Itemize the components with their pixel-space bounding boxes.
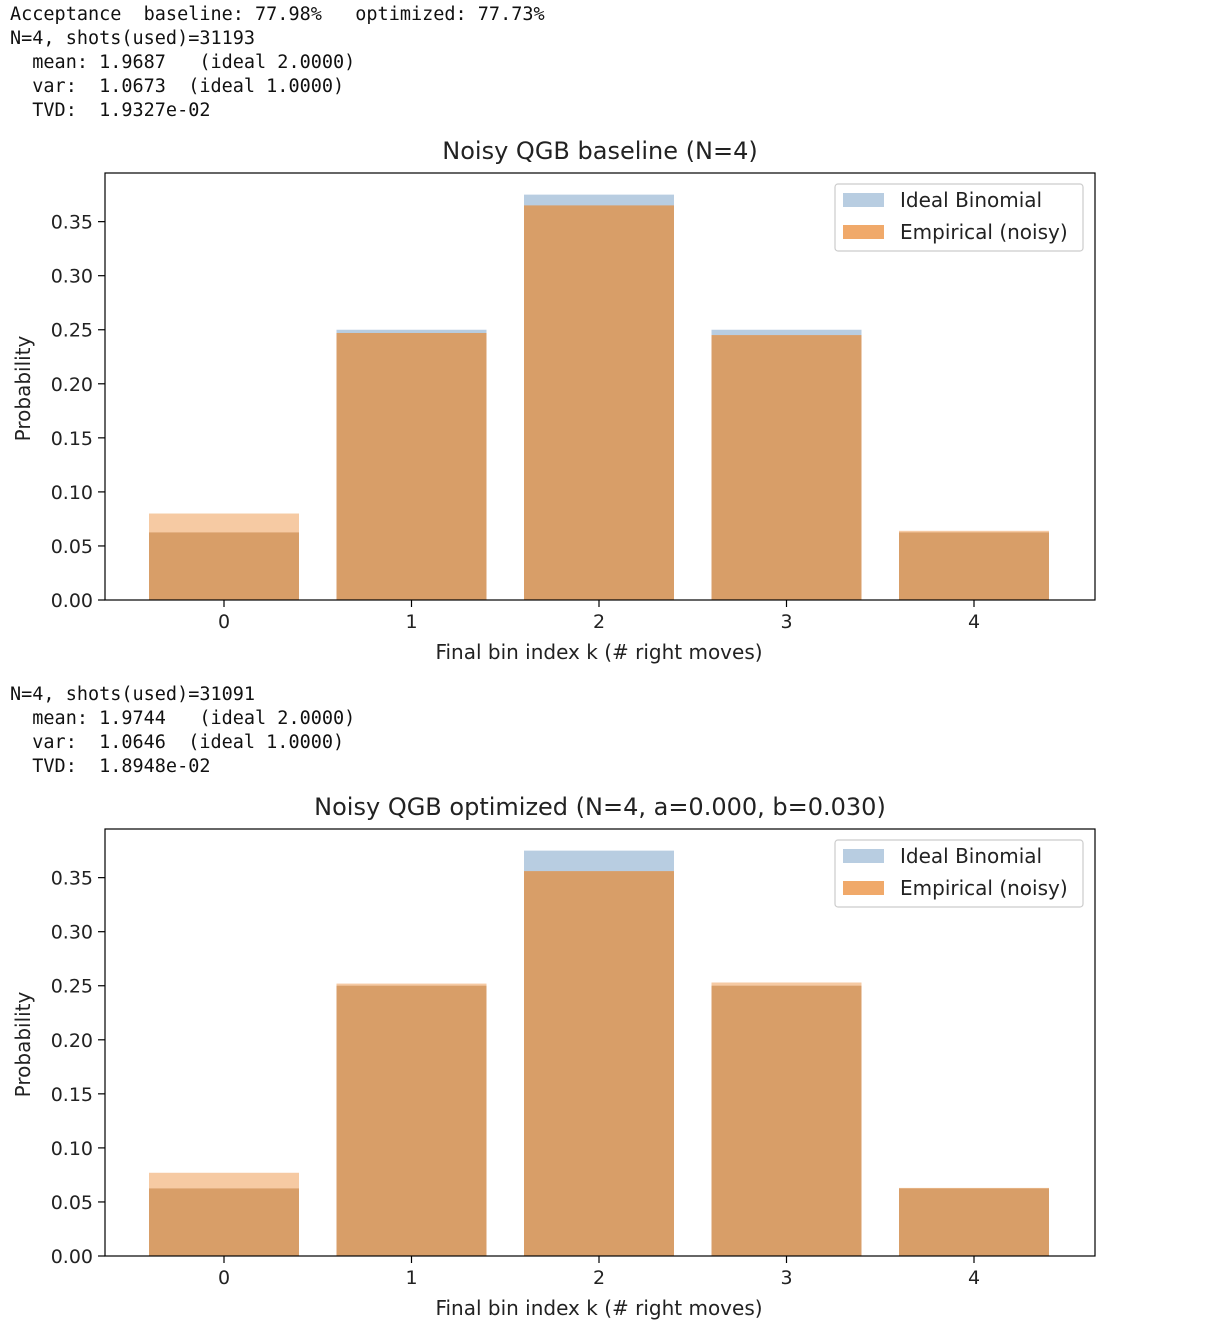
bar-overlap-2 [524,871,674,1256]
legend-label-empirical: Empirical (noisy) [900,876,1068,900]
tvd-line: TVD: 1.9327e-02 [10,100,211,121]
console-output-top: Acceptance baseline: 77.98% optimized: 7… [10,3,545,123]
y-tick-label: 0.10 [51,1138,93,1160]
mean-line: mean: 1.9687 (ideal 2.0000) [10,52,356,73]
x-tick-label: 1 [405,611,417,633]
legend-box [834,839,1084,908]
shots-line: N=4, shots(used)=31193 [10,28,256,49]
y-axis-label: Probability [11,991,35,1097]
x-axis-label: Final bin index k (# right moves) [435,640,762,664]
shots-line: N=4, shots(used)=31091 [10,684,256,705]
legend-label-ideal: Ideal Binomial [900,844,1042,868]
baseline-chart: Noisy QGB baseline (N=4) 0.00 0.05 0.10 0.15… [11,137,1096,664]
legend-label-ideal: Ideal Binomial [900,188,1042,212]
y-tick-label: 0.15 [51,1084,93,1106]
x-tick-label: 3 [780,1267,792,1289]
tvd-line: TVD: 1.8948e-02 [10,756,211,777]
y-tick-label: 0.25 [51,976,93,998]
y-tick-label: 0.10 [51,482,93,504]
optimized-chart: Noisy QGB optimized (N=4, a=0.000, b=0.0… [11,793,1096,1320]
legend-label-empirical: Empirical (noisy) [900,220,1068,244]
y-tick-label: 0.25 [51,320,93,342]
x-tick-label: 2 [593,1267,605,1289]
legend-box [834,183,1084,252]
y-tick-label: 0.00 [51,1246,93,1268]
plot-frame [104,828,1096,1257]
x-tick-label: 2 [593,611,605,633]
bar-overlap-0 [149,532,299,600]
y-tick-label: 0.35 [51,868,93,890]
bar-overlap-1 [336,332,487,600]
var-line: var: 1.0673 (ideal 1.0000) [10,76,345,97]
legend-swatch-ideal [843,849,884,863]
plot-frame [104,172,1096,601]
y-tick-label: 0.20 [51,1030,93,1052]
acceptance-line: Acceptance baseline: 77.98% optimized: 7… [10,4,545,25]
chart-title: Noisy QGB optimized (N=4, a=0.000, b=0.0… [314,793,886,821]
x-tick-label: 0 [218,1267,230,1289]
x-tick-label: 3 [780,611,792,633]
console-output-bottom: N=4, shots(used)=31091 mean: 1.9744 (ide… [10,683,355,779]
x-tick-label: 4 [968,611,980,633]
y-tick-label: 0.30 [51,266,93,288]
bar-overlap-0 [149,1188,299,1256]
legend: Ideal Binomial Empirical (noisy) [834,183,1084,252]
legend-swatch-empirical [843,225,884,239]
chart-title: Noisy QGB baseline (N=4) [442,137,757,165]
x-tick-label: 4 [968,1267,980,1289]
y-tick-label: 0.30 [51,922,93,944]
bar-overlap-4 [899,532,1049,600]
legend-swatch-empirical [843,881,884,895]
bar-overlap-2 [524,205,674,600]
y-axis-label: Probability [11,335,35,441]
y-tick-label: 0.00 [51,590,93,612]
x-tick-label: 1 [405,1267,417,1289]
y-tick-label: 0.15 [51,428,93,450]
bar-overlap-3 [711,335,862,600]
legend-swatch-ideal [843,193,884,207]
y-tick-label: 0.35 [51,212,93,234]
bar-overlap-4 [899,1188,1049,1256]
mean-line: mean: 1.9744 (ideal 2.0000) [10,708,356,729]
y-tick-label: 0.05 [51,1192,93,1214]
y-tick-label: 0.20 [51,374,93,396]
x-axis-label: Final bin index k (# right moves) [435,1296,762,1320]
x-tick-label: 0 [218,611,230,633]
y-tick-label: 0.05 [51,536,93,558]
legend: Ideal Binomial Empirical (noisy) [834,839,1084,908]
bar-overlap-1 [336,985,487,1256]
var-line: var: 1.0646 (ideal 1.0000) [10,732,345,753]
bar-overlap-3 [711,985,862,1256]
